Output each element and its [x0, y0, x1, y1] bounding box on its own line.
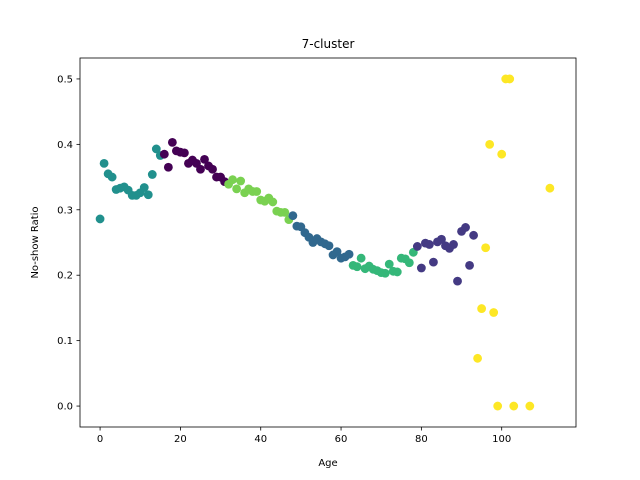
data-point-cluster-yellow-1: [477, 304, 487, 313]
y-axis-label: No-show Ratio: [30, 206, 41, 278]
data-point-cluster-green-9: [384, 259, 394, 269]
data-point-cluster-green-11: [392, 267, 402, 277]
chart-title: 7-cluster: [302, 37, 355, 51]
data-point-cluster-yellow-6: [497, 149, 507, 159]
data-point-cluster-green-8: [380, 268, 390, 278]
data-point-cluster-light-green-11: [268, 197, 278, 207]
x-tick-label: 60: [335, 434, 348, 445]
data-point-cluster-dark-purple-0: [159, 149, 169, 159]
data-point-cluster-indigo-6: [437, 234, 446, 244]
data-point-cluster-dark-purple-10: [200, 155, 209, 164]
data-point-cluster-green-14: [404, 258, 414, 268]
plot-area: [95, 74, 555, 411]
y-tick-label: 0.0: [57, 402, 73, 413]
data-points: [95, 74, 555, 411]
data-point-cluster-blue-14: [344, 249, 354, 259]
data-point-cluster-light-green-7: [252, 187, 262, 196]
axes-frame: [79, 57, 577, 428]
y-tick-label: 0.2: [57, 271, 73, 282]
data-point-cluster-teal-12: [143, 190, 153, 200]
x-tick-label: 20: [174, 434, 187, 445]
data-point-cluster-indigo-12: [461, 223, 470, 232]
data-point-cluster-light-green-14: [280, 208, 290, 217]
data-point-cluster-teal-11: [139, 183, 149, 192]
data-point-cluster-blue-11: [332, 247, 342, 257]
data-point-cluster-indigo-1: [416, 263, 426, 273]
data-point-cluster-yellow-3: [485, 139, 495, 149]
data-point-cluster-indigo-10: [453, 276, 462, 286]
data-point-cluster-yellow-10: [525, 401, 535, 411]
x-tick-label: 80: [415, 434, 428, 445]
data-point-cluster-yellow-9: [509, 401, 519, 411]
data-point-cluster-yellow-0: [473, 353, 482, 363]
data-point-cluster-indigo-13: [465, 261, 474, 270]
x-tick-label: 0: [97, 434, 103, 445]
data-point-cluster-indigo-3: [425, 240, 434, 249]
data-point-cluster-light-green-1: [228, 175, 238, 185]
data-point-cluster-light-green-2: [232, 184, 242, 194]
data-point-cluster-blue-0: [288, 211, 298, 221]
data-point-cluster-yellow-4: [489, 308, 499, 317]
data-point-cluster-indigo-0: [412, 242, 422, 251]
data-point-cluster-dark-purple-12: [208, 164, 217, 174]
data-point-cluster-teal-0: [95, 214, 105, 224]
data-point-cluster-indigo-9: [449, 240, 458, 249]
y-tick-label: 0.5: [57, 74, 73, 85]
y-tick-label: 0.3: [57, 205, 73, 216]
data-point-cluster-indigo-14: [469, 230, 478, 240]
y-tick-label: 0.1: [57, 336, 73, 347]
data-point-cluster-teal-14: [151, 144, 161, 154]
data-point-cluster-teal-3: [107, 172, 117, 182]
x-axis-label: Age: [318, 458, 337, 469]
data-point-cluster-yellow-2: [481, 243, 491, 253]
data-point-cluster-yellow-8: [505, 74, 515, 84]
data-point-cluster-indigo-4: [429, 257, 438, 267]
data-point-cluster-dark-purple-9: [196, 164, 205, 174]
data-point-cluster-yellow-11: [545, 183, 555, 193]
data-point-cluster-dark-purple-1: [163, 162, 173, 172]
data-point-cluster-teal-1: [99, 158, 109, 168]
data-point-cluster-light-green-3: [236, 176, 246, 186]
x-tick-label: 100: [492, 434, 511, 445]
y-tick-label: 0.4: [57, 140, 73, 151]
data-point-cluster-green-1: [352, 262, 362, 272]
x-tick-label: 40: [254, 434, 267, 445]
data-point-cluster-dark-purple-2: [167, 138, 177, 147]
data-point-cluster-dark-purple-5: [180, 148, 189, 158]
y-axis-ticks: 0.0 0.1 0.2 0.3 0.4 0.5: [57, 74, 80, 413]
data-point-cluster-teal-13: [147, 170, 157, 179]
data-point-cluster-yellow-5: [493, 401, 503, 411]
x-axis-ticks: 0 20 40 60 80 100: [97, 427, 511, 445]
data-point-cluster-green-2: [356, 253, 366, 263]
data-point-cluster-blue-9: [324, 241, 334, 251]
